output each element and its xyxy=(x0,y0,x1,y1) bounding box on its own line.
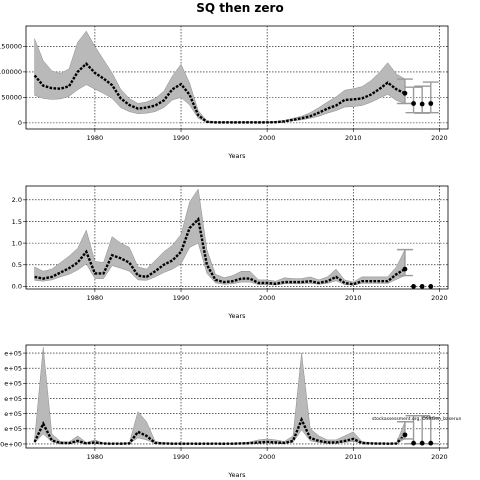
y-tick-label: 1.0 xyxy=(12,239,22,247)
y-tick-label: e+05 xyxy=(4,395,22,403)
y-tick-label: e+05 xyxy=(4,380,22,388)
y-tick-label: 150000 xyxy=(0,43,22,51)
y-tick-label: e+05 xyxy=(4,349,22,357)
forecast-point xyxy=(402,90,408,96)
x-axis-label: Years xyxy=(227,471,246,479)
y-tick-label: 100000 xyxy=(0,68,22,76)
forecast-point xyxy=(411,284,416,289)
x-tick-label: 1980 xyxy=(87,453,104,461)
x-tick-label: 1990 xyxy=(173,134,190,142)
x-tick-label: 2010 xyxy=(345,134,362,142)
y-tick-label: 50000 xyxy=(1,94,22,102)
y-tick-label: 2.0 xyxy=(12,196,22,204)
forecast-point xyxy=(428,284,434,289)
x-axis-label: Years xyxy=(227,312,246,320)
forecast-point xyxy=(411,101,416,106)
x-tick-label: 2010 xyxy=(345,453,362,461)
forecast-point xyxy=(402,432,408,438)
y-tick-label: 0 xyxy=(18,119,22,127)
y-tick-label: e+05 xyxy=(4,365,22,373)
forecast-point xyxy=(428,101,434,106)
forecast-point xyxy=(402,266,408,272)
y-tick-label: e+05 xyxy=(4,410,22,418)
forecast-point xyxy=(428,440,434,446)
x-tick-label: 2020 xyxy=(431,453,448,461)
y-tick-label: e+05 xyxy=(4,425,22,433)
forecast-point xyxy=(419,101,425,107)
chart-panels: 1980 1990 2000 2010 2020 0 50000 100000 150000 Ye… xyxy=(0,25,449,479)
y-tick-label: 1.5 xyxy=(12,218,22,226)
x-tick-label: 2000 xyxy=(259,294,276,302)
plot-frame xyxy=(25,185,449,290)
confidence-band xyxy=(34,30,406,123)
estimate-line xyxy=(33,62,406,124)
x-tick-label: 1990 xyxy=(173,453,190,461)
y-tick-label: 0e+00 xyxy=(0,440,22,448)
x-tick-label: 2010 xyxy=(345,294,362,302)
x-tick-label: 2000 xyxy=(259,134,276,142)
forecast-point xyxy=(411,440,416,446)
x-tick-label: 2020 xyxy=(431,134,448,142)
y-tick-label: 0.5 xyxy=(12,261,22,269)
forecast-point xyxy=(419,284,425,289)
confidence-band xyxy=(34,188,406,286)
x-tick-label: 1990 xyxy=(173,294,190,302)
forecast-point xyxy=(419,440,425,446)
panel-1: 1980 1990 2000 2010 2020 0 50000 100000 150000 Ye… xyxy=(0,25,449,160)
y-tick-label: 0.0 xyxy=(12,283,22,291)
credit-note: stockassessment.org, OSRGen_baserun xyxy=(372,416,462,422)
x-tick-label: 2020 xyxy=(431,294,448,302)
confidence-band xyxy=(34,346,406,445)
plot-frame xyxy=(25,25,449,130)
x-tick-label: 1980 xyxy=(87,134,104,142)
x-axis-label: Years xyxy=(227,152,246,160)
x-tick-label: 1980 xyxy=(87,294,104,302)
estimate-line xyxy=(33,416,406,445)
panel-3: 1980 1990 2000 2010 2020 0e+00 e+05 e+05 e+05 e+0… xyxy=(0,344,449,479)
chart-title: SQ then zero xyxy=(196,1,283,15)
plot-frame xyxy=(25,344,449,449)
panel-2: 1980 1990 2000 2010 2020 0.0 0.5 1.0 1.5 2.0 Years xyxy=(12,185,449,320)
x-tick-label: 2000 xyxy=(259,453,276,461)
estimate-line xyxy=(34,216,406,286)
